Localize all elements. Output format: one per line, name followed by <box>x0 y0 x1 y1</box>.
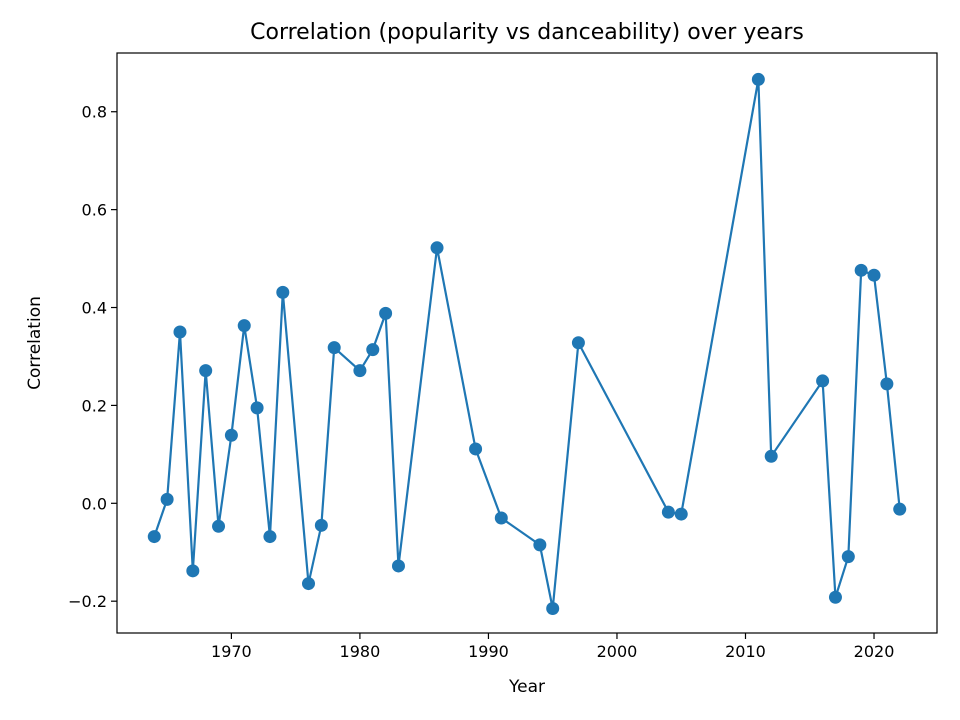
data-point <box>212 519 226 533</box>
x-tick-label: 2000 <box>597 642 638 661</box>
data-point <box>764 449 778 463</box>
x-tick-label: 2010 <box>725 642 766 661</box>
y-tick-label: 0.6 <box>82 201 107 220</box>
data-point <box>841 550 855 564</box>
data-point <box>237 319 251 333</box>
data-point <box>263 530 277 544</box>
y-axis-label: Correlation <box>25 296 45 390</box>
data-point <box>302 577 316 591</box>
y-axis: −0.2 0.0 0.2 0.4 0.6 0.8 <box>68 103 117 611</box>
data-point <box>224 428 238 442</box>
data-point <box>250 401 264 415</box>
data-point <box>893 502 907 516</box>
data-point <box>379 306 393 320</box>
x-tick-label: 2020 <box>854 642 895 661</box>
data-point <box>751 72 765 86</box>
x-tick-label: 1970 <box>211 642 252 661</box>
data-point <box>327 341 341 355</box>
data-point <box>276 285 290 299</box>
data-point <box>867 268 881 282</box>
data-point <box>816 374 830 388</box>
data-point <box>199 364 213 378</box>
plot-frame <box>116 52 938 634</box>
data-point <box>854 263 868 277</box>
y-tick-label: 0.8 <box>82 103 107 122</box>
x-tick-label: 1980 <box>340 642 381 661</box>
data-point <box>494 511 508 525</box>
data-point <box>353 364 367 378</box>
data-point <box>661 505 675 519</box>
y-tick-label: 0.0 <box>82 494 107 513</box>
x-axis: 1970 1980 1990 2000 2010 2020 <box>211 633 894 661</box>
data-point <box>173 325 187 339</box>
y-tick-label: −0.2 <box>68 592 107 611</box>
chart-title: Correlation (popularity vs danceability)… <box>250 20 804 45</box>
y-tick-label: 0.4 <box>82 299 107 318</box>
data-point <box>533 538 547 552</box>
data-point <box>571 336 585 350</box>
data-point <box>391 559 405 573</box>
data-point <box>880 377 894 391</box>
data-point <box>366 343 380 357</box>
data-point <box>469 442 483 456</box>
series-line <box>153 78 901 610</box>
data-point <box>160 492 174 506</box>
data-point <box>546 602 560 616</box>
series-layer <box>147 72 907 616</box>
data-point <box>828 590 842 604</box>
data-point <box>674 507 688 521</box>
x-tick-label: 1990 <box>468 642 509 661</box>
data-point <box>186 564 200 578</box>
y-tick-label: 0.2 <box>82 396 107 415</box>
data-point <box>314 518 328 532</box>
data-point <box>430 241 444 255</box>
x-axis-label: Year <box>508 677 545 697</box>
data-point <box>147 530 161 544</box>
